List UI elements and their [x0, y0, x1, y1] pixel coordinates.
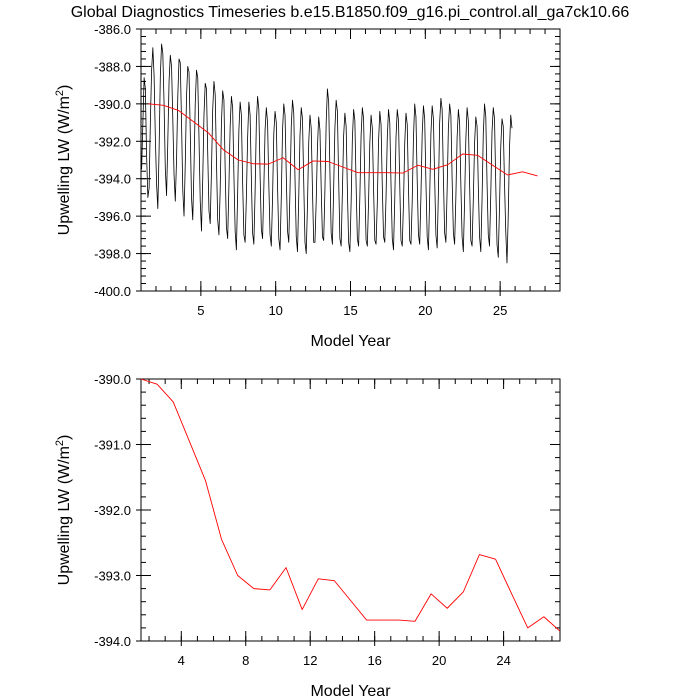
y-tick-label: -400.0	[94, 284, 131, 299]
y-tick-label: -394.0	[94, 172, 131, 187]
x-tick-label: 25	[493, 303, 507, 318]
plot-frame	[140, 28, 561, 292]
y-tick-label: -386.0	[94, 22, 131, 37]
x-tick-label: 8	[242, 653, 249, 668]
y-tick-label: -398.0	[94, 247, 131, 262]
y-tick-label: -392.0	[94, 134, 131, 149]
y-tick-label: -390.0	[94, 97, 131, 112]
y-tick-label: -394.0	[94, 634, 131, 649]
monthly-series-line	[141, 43, 513, 264]
x-tick-label: 20	[432, 653, 446, 668]
y-tick-label: -392.0	[94, 503, 131, 518]
y-tick-label: -396.0	[94, 209, 131, 224]
top-panel: -400.0 -398.0 -396.0 -394.0 -392.0 -390.0 -388…	[54, 22, 561, 350]
y-tick-label: -393.0	[94, 569, 131, 584]
x-tick-label: 10	[268, 303, 282, 318]
x-tick-label: 16	[367, 653, 381, 668]
chart-title: Global Diagnostics Timeseries b.e15.B185…	[71, 4, 630, 21]
y-tick-label: -391.0	[94, 438, 131, 453]
y-tick-label: -390.0	[94, 372, 131, 387]
x-tick-label: 15	[343, 303, 357, 318]
y-axis-title: Upwelling LW (W/m2)	[54, 85, 73, 236]
annual-series-line	[148, 103, 538, 177]
x-tick-label: 4	[178, 653, 185, 668]
x-tick-label: 24	[496, 653, 510, 668]
x-tick-label: 20	[418, 303, 432, 318]
x-tick-label: 5	[197, 303, 204, 318]
y-axis-title: Upwelling LW (W/m2)	[54, 435, 73, 586]
x-axis-title: Model Year	[310, 333, 391, 350]
plot-frame	[140, 378, 561, 642]
x-axis-title: Model Year	[310, 683, 391, 700]
annual-series-line	[140, 378, 561, 632]
x-tick-label: 12	[303, 653, 317, 668]
bottom-panel: -394.0 -393.0 -392.0 -391.0 -390.0 4 8 12 16 20 24…	[54, 372, 561, 700]
y-tick-label: -388.0	[94, 59, 131, 74]
